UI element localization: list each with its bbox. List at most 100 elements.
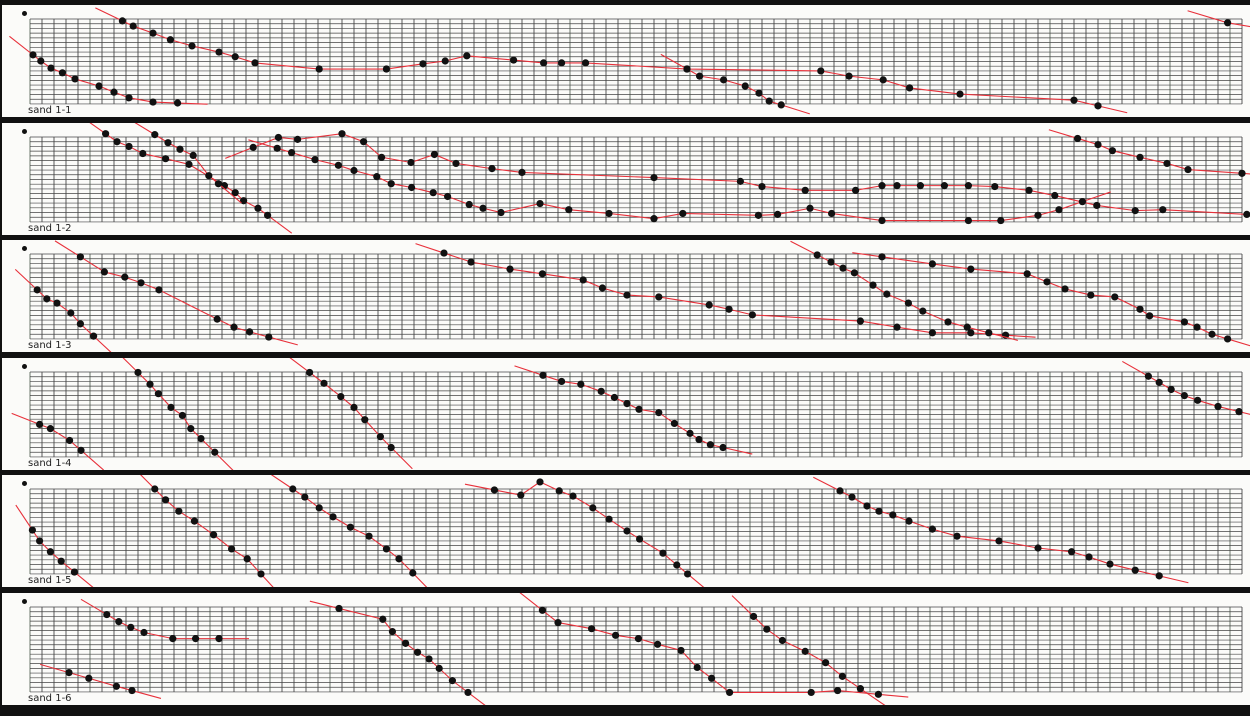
data-point (408, 183, 416, 191)
data-point (57, 557, 65, 565)
data-point (806, 204, 814, 212)
data-point (588, 624, 596, 632)
data-point (589, 504, 597, 512)
red-trace (89, 122, 293, 234)
strip-label: sand 1-3 (28, 340, 72, 351)
data-point (822, 658, 830, 666)
data-point (273, 144, 281, 152)
red-trace (660, 53, 810, 115)
data-point (538, 270, 547, 278)
data-point (231, 188, 239, 196)
data-point (536, 478, 544, 486)
data-point (828, 209, 836, 217)
data-point (205, 171, 213, 179)
data-point (654, 640, 662, 648)
data-point (211, 448, 219, 456)
data-point (231, 53, 239, 61)
data-point (388, 627, 396, 635)
data-point (755, 89, 763, 97)
data-point (189, 151, 197, 159)
data-point (1023, 270, 1031, 278)
data-point (774, 210, 782, 218)
data-point (956, 90, 964, 98)
data-point (402, 639, 410, 647)
data-point (1224, 335, 1232, 343)
data-point (928, 525, 937, 533)
data-point (382, 65, 390, 73)
data-point (777, 101, 785, 109)
data-point (66, 436, 74, 444)
data-point (240, 196, 248, 204)
data-point (874, 690, 883, 698)
strip-plot (9, 7, 1250, 115)
data-point (463, 52, 471, 60)
data-point (36, 420, 44, 428)
data-point (338, 129, 346, 137)
data-point (863, 502, 871, 510)
data-point (47, 64, 55, 72)
strip-plot (29, 592, 1243, 705)
registration-dot (22, 598, 27, 604)
data-point (1094, 140, 1102, 148)
strip-plot (15, 475, 1243, 587)
data-point (110, 88, 118, 96)
data-point (963, 323, 971, 331)
data-point (409, 569, 417, 577)
data-point (215, 634, 223, 642)
data-point (706, 440, 715, 448)
data-point (103, 610, 111, 618)
strip-1: sand 1-1 (2, 5, 1250, 117)
red-trace (9, 35, 208, 105)
data-point (149, 98, 157, 106)
data-point (382, 545, 390, 553)
data-point (748, 311, 757, 319)
data-point (67, 309, 75, 317)
data-point (623, 291, 631, 299)
data-point (906, 84, 914, 92)
data-point (579, 276, 587, 284)
data-point (838, 672, 847, 680)
registration-dot (22, 246, 27, 251)
data-point (686, 429, 694, 437)
data-point (155, 286, 163, 294)
data-point (555, 487, 563, 495)
data-point (365, 532, 373, 540)
data-point (128, 686, 136, 694)
grid (29, 253, 1243, 340)
data-point (28, 526, 36, 534)
data-point (1061, 285, 1069, 293)
data-point (125, 94, 133, 102)
data-point (650, 214, 658, 222)
data-point (70, 568, 78, 576)
data-point (337, 392, 345, 400)
data-point (254, 204, 262, 212)
data-point (518, 168, 526, 176)
data-point (129, 22, 137, 30)
data-point (741, 82, 749, 90)
data-point (765, 97, 773, 105)
data-point (448, 676, 456, 684)
data-point (162, 496, 170, 504)
red-trace (790, 240, 1018, 341)
red-trace (225, 132, 1250, 215)
data-point (1214, 402, 1222, 410)
data-point (869, 281, 877, 289)
data-point (598, 284, 607, 292)
data-point (612, 631, 620, 639)
data-point (1068, 548, 1076, 556)
data-point (569, 492, 577, 500)
data-point (251, 59, 259, 67)
data-point (635, 405, 643, 413)
data-point (1078, 197, 1086, 205)
data-point (306, 368, 314, 376)
strip-2: sand 1-2 (2, 122, 1250, 235)
data-point (488, 164, 496, 172)
strip-label: sand 1-1 (28, 105, 72, 116)
red-trace (464, 481, 705, 587)
strip-plot (11, 357, 1250, 470)
data-point (95, 82, 103, 90)
data-point (655, 293, 663, 301)
data-point (623, 399, 631, 407)
data-point (610, 393, 619, 401)
data-point (1155, 572, 1163, 580)
